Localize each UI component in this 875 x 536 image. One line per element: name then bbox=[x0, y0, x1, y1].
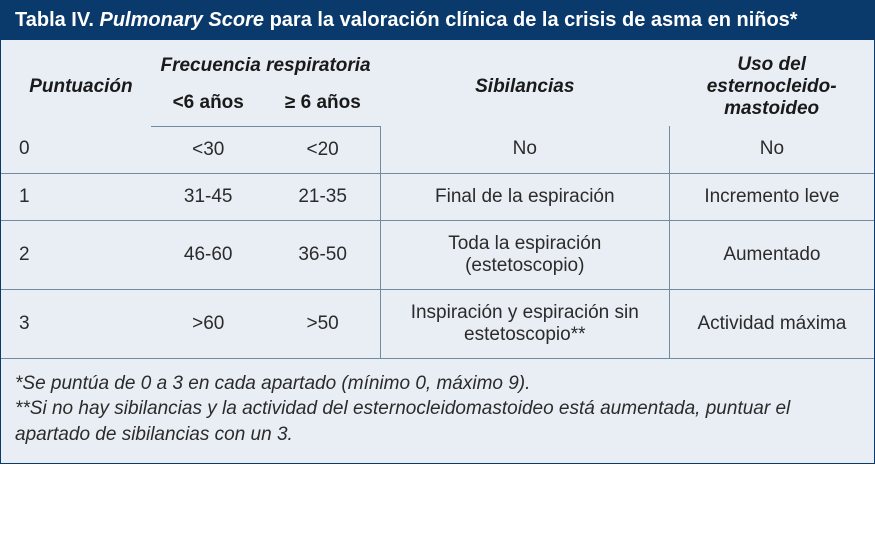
pulmonary-score-table: Puntuación Frecuencia respiratoria Sibil… bbox=[1, 40, 874, 358]
col-header-frecuencia: Frecuencia respiratoria bbox=[151, 40, 380, 85]
footnote-2: **Si no hay sibilancias y la actividad d… bbox=[15, 396, 860, 447]
title-rest: para la valoración clínica de la crisis … bbox=[264, 9, 798, 31]
cell-sib: Final de la espiración bbox=[380, 173, 669, 220]
cell-punt: 1 bbox=[1, 173, 151, 220]
cell-punt: 2 bbox=[1, 220, 151, 289]
table-container: Tabla IV. Pulmonary Score para la valora… bbox=[0, 0, 875, 464]
col-subheader-ge6: ≥ 6 años bbox=[266, 85, 381, 126]
cell-est: No bbox=[669, 126, 874, 173]
cell-sib: Toda la espiración (estetoscopio) bbox=[380, 220, 669, 289]
cell-est: Actividad máxima bbox=[669, 289, 874, 358]
cell-lt6: 46-60 bbox=[151, 220, 266, 289]
col-header-sibilancias: Sibilancias bbox=[380, 40, 669, 126]
col-subheader-lt6: <6 años bbox=[151, 85, 266, 126]
cell-punt: 3 bbox=[1, 289, 151, 358]
cell-est: Aumentado bbox=[669, 220, 874, 289]
table-row: 3 >60 >50 Inspiración y espiración sin e… bbox=[1, 289, 874, 358]
cell-lt6: 31-45 bbox=[151, 173, 266, 220]
cell-punt: 0 bbox=[1, 126, 151, 173]
cell-ge6: <20 bbox=[266, 126, 381, 173]
table-footnotes: *Se puntúa de 0 a 3 en cada apartado (mí… bbox=[1, 358, 874, 464]
table-title-bar: Tabla IV. Pulmonary Score para la valora… bbox=[1, 1, 874, 40]
header-row-main: Puntuación Frecuencia respiratoria Sibil… bbox=[1, 40, 874, 85]
cell-sib: Inspiración y espiración sin estetoscopi… bbox=[380, 289, 669, 358]
cell-sib: No bbox=[380, 126, 669, 173]
table-row: 0 <30 <20 No No bbox=[1, 126, 874, 173]
cell-lt6: >60 bbox=[151, 289, 266, 358]
col-header-esternocleido: Uso del esternocleido-mastoideo bbox=[669, 40, 874, 126]
cell-ge6: 36-50 bbox=[266, 220, 381, 289]
table-row: 2 46-60 36-50 Toda la espiración (esteto… bbox=[1, 220, 874, 289]
cell-ge6: >50 bbox=[266, 289, 381, 358]
footnote-1: *Se puntúa de 0 a 3 en cada apartado (mí… bbox=[15, 371, 860, 397]
title-label: Tabla IV. bbox=[15, 9, 94, 31]
cell-ge6: 21-35 bbox=[266, 173, 381, 220]
col-header-puntuacion: Puntuación bbox=[1, 40, 151, 126]
cell-est: Incremento leve bbox=[669, 173, 874, 220]
table-row: 1 31-45 21-35 Final de la espiración Inc… bbox=[1, 173, 874, 220]
cell-lt6: <30 bbox=[151, 126, 266, 173]
title-italic: Pulmonary Score bbox=[100, 9, 265, 31]
